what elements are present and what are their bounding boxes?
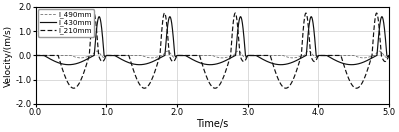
- l_210mm: [95, 42, 100, 44]
- l_490mm: [387, 55, 391, 56]
- l_210mm: [259, 55, 264, 56]
- Line: l_210mm: l_210mm: [36, 13, 389, 88]
- l_490mm: [215, 56, 219, 58]
- l_490mm: [95, 51, 100, 52]
- Legend: l_490mm, l_430mm, l_210mm: l_490mm, l_430mm, l_210mm: [38, 9, 94, 37]
- l_210mm: [71, 87, 76, 89]
- l_430mm: [33, 55, 38, 56]
- l_430mm: [53, 61, 58, 62]
- l_210mm: [33, 55, 38, 56]
- l_490mm: [259, 55, 264, 56]
- l_430mm: [97, 16, 102, 17]
- Y-axis label: Velocity/(m/s): Velocity/(m/s): [4, 24, 12, 87]
- l_210mm: [53, 55, 58, 56]
- Line: l_490mm: l_490mm: [36, 51, 389, 58]
- Line: l_430mm: l_430mm: [36, 17, 389, 65]
- l_490mm: [33, 55, 38, 56]
- l_210mm: [378, 49, 383, 51]
- l_430mm: [259, 58, 264, 59]
- l_430mm: [378, 18, 383, 20]
- l_430mm: [95, 21, 100, 23]
- l_210mm: [387, 55, 391, 56]
- l_430mm: [165, 29, 170, 31]
- l_430mm: [66, 64, 71, 65]
- l_210mm: [91, 12, 96, 14]
- l_490mm: [165, 50, 170, 52]
- l_490mm: [94, 50, 99, 52]
- X-axis label: Time/s: Time/s: [196, 119, 228, 129]
- l_490mm: [53, 55, 58, 56]
- l_210mm: [165, 28, 170, 29]
- l_430mm: [215, 63, 219, 65]
- l_490mm: [378, 51, 383, 52]
- l_490mm: [78, 57, 83, 59]
- l_210mm: [215, 87, 219, 88]
- l_430mm: [387, 55, 391, 56]
